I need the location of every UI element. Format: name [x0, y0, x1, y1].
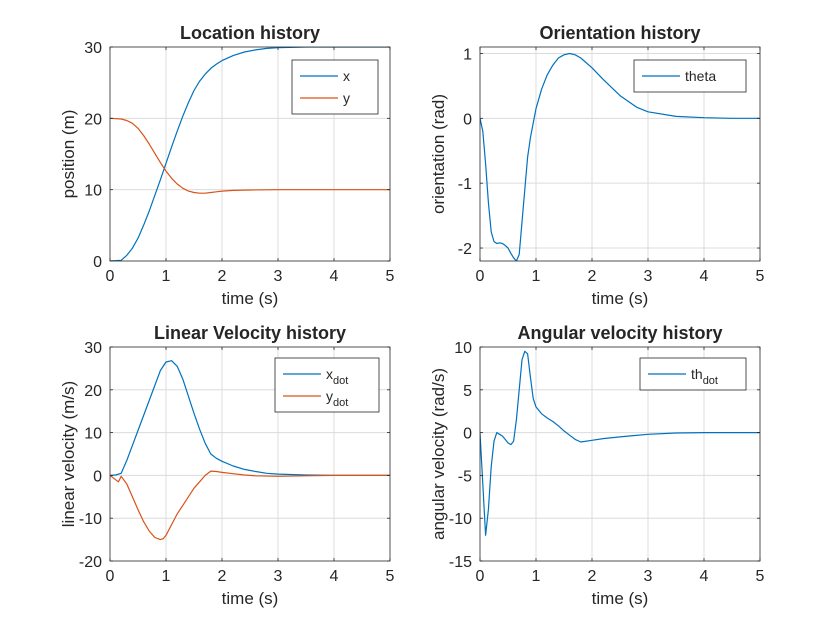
- x-tick-label: 1: [532, 268, 541, 285]
- x-tick-label: 1: [162, 568, 171, 585]
- y-tick-label: -10: [79, 511, 102, 528]
- x-tick-label: 0: [106, 568, 115, 585]
- x-tick-label: 1: [162, 268, 171, 285]
- x-axis-label: time (s): [592, 589, 649, 608]
- legend-label-x: x: [343, 68, 350, 84]
- x-axis-label: time (s): [222, 589, 279, 608]
- axes-box: [109, 346, 391, 562]
- y-tick-label: 0: [93, 468, 102, 485]
- y-axis-label: orientation (rad): [429, 94, 448, 214]
- series-line-x_dot: [110, 360, 390, 476]
- y-tick-label: -20: [79, 554, 102, 571]
- y-tick-label: -5: [458, 468, 472, 485]
- x-tick-label: 2: [588, 268, 597, 285]
- y-tick-label: 30: [84, 40, 102, 57]
- x-tick-label: 3: [644, 268, 653, 285]
- y-tick-label: 20: [84, 383, 102, 400]
- x-tick-label: 2: [588, 568, 597, 585]
- legend-label-x_dot: xdot: [326, 366, 348, 387]
- y-tick-label: 5: [463, 383, 472, 400]
- y-tick-label: 1: [463, 46, 472, 63]
- x-tick-label: 0: [476, 568, 485, 585]
- y-axis-label: angular velocity (rad/s): [429, 368, 448, 540]
- y-tick-label: -2: [458, 241, 472, 258]
- legend-subscript: dot: [703, 375, 718, 387]
- legend-label-theta: theta: [685, 68, 716, 84]
- subplot-3: 0 1 2 3 4 5 -20 -10 0 10 20 30 Linear Velocity histo…: [59, 323, 395, 608]
- y-tick-label: 30: [84, 340, 102, 357]
- axes-box: [479, 46, 761, 262]
- y-tick-label: 0: [93, 254, 102, 271]
- x-tick-label: 3: [274, 568, 283, 585]
- series-line-th_dot: [480, 350, 760, 536]
- legend: theta: [633, 59, 747, 93]
- x-tick-label: 4: [330, 568, 339, 585]
- legend-box: [291, 59, 379, 115]
- y-tick-label: 0: [463, 426, 472, 443]
- series-line-y: [110, 117, 390, 194]
- chart-title: Angular velocity history: [517, 323, 722, 343]
- y-axis-label: linear velocity (m/s): [59, 381, 78, 527]
- chart-title: Location history: [180, 23, 320, 43]
- x-tick-label: 3: [644, 568, 653, 585]
- subplot-1: 0 1 2 3 4 5 0 10 20 30 Location history time (s) pos…: [59, 23, 395, 308]
- legend-box: [274, 357, 380, 413]
- y-tick-label: 20: [84, 111, 102, 128]
- x-tick-label: 5: [756, 568, 765, 585]
- x-tick-label: 0: [106, 268, 115, 285]
- subplot-2: 0 1 2 3 4 5 -2 -1 0 1 Orientation history time (s) o…: [429, 23, 765, 308]
- axes-box: [109, 46, 391, 262]
- x-axis-label: time (s): [592, 289, 649, 308]
- y-axis-label: position (m): [59, 110, 78, 199]
- x-tick-label: 5: [756, 268, 765, 285]
- x-tick-label: 5: [386, 568, 395, 585]
- chart-title: Orientation history: [539, 23, 700, 43]
- legend-subscript: dot: [333, 375, 348, 387]
- x-tick-label: 4: [330, 268, 339, 285]
- subplot-4: 0 1 2 3 4 5 -15 -10 -5 0 5 10 Angular velocity histo…: [429, 323, 765, 608]
- x-tick-label: 4: [700, 568, 709, 585]
- y-tick-label: 10: [84, 426, 102, 443]
- x-tick-label: 2: [218, 268, 227, 285]
- series-line-y_dot: [110, 470, 390, 541]
- legend: xy: [291, 59, 379, 115]
- x-tick-label: 5: [386, 268, 395, 285]
- y-tick-label: 10: [84, 183, 102, 200]
- chart-title: Linear Velocity history: [154, 323, 346, 343]
- y-tick-label: -10: [449, 511, 472, 528]
- series-line-theta: [480, 52, 760, 261]
- legend-subscript: dot: [333, 397, 348, 409]
- x-tick-label: 2: [218, 568, 227, 585]
- x-tick-label: 1: [532, 568, 541, 585]
- legend: thdot: [639, 357, 747, 391]
- y-tick-label: -15: [449, 554, 472, 571]
- legend-label-y: y: [343, 90, 350, 106]
- y-tick-label: 0: [463, 111, 472, 128]
- axes-box: [479, 346, 761, 562]
- x-tick-label: 4: [700, 268, 709, 285]
- x-tick-label: 3: [274, 268, 283, 285]
- y-tick-label: -1: [458, 176, 472, 193]
- x-tick-label: 0: [476, 268, 485, 285]
- x-axis-label: time (s): [222, 289, 279, 308]
- y-tick-label: 10: [454, 340, 472, 357]
- series-line-x: [110, 47, 390, 261]
